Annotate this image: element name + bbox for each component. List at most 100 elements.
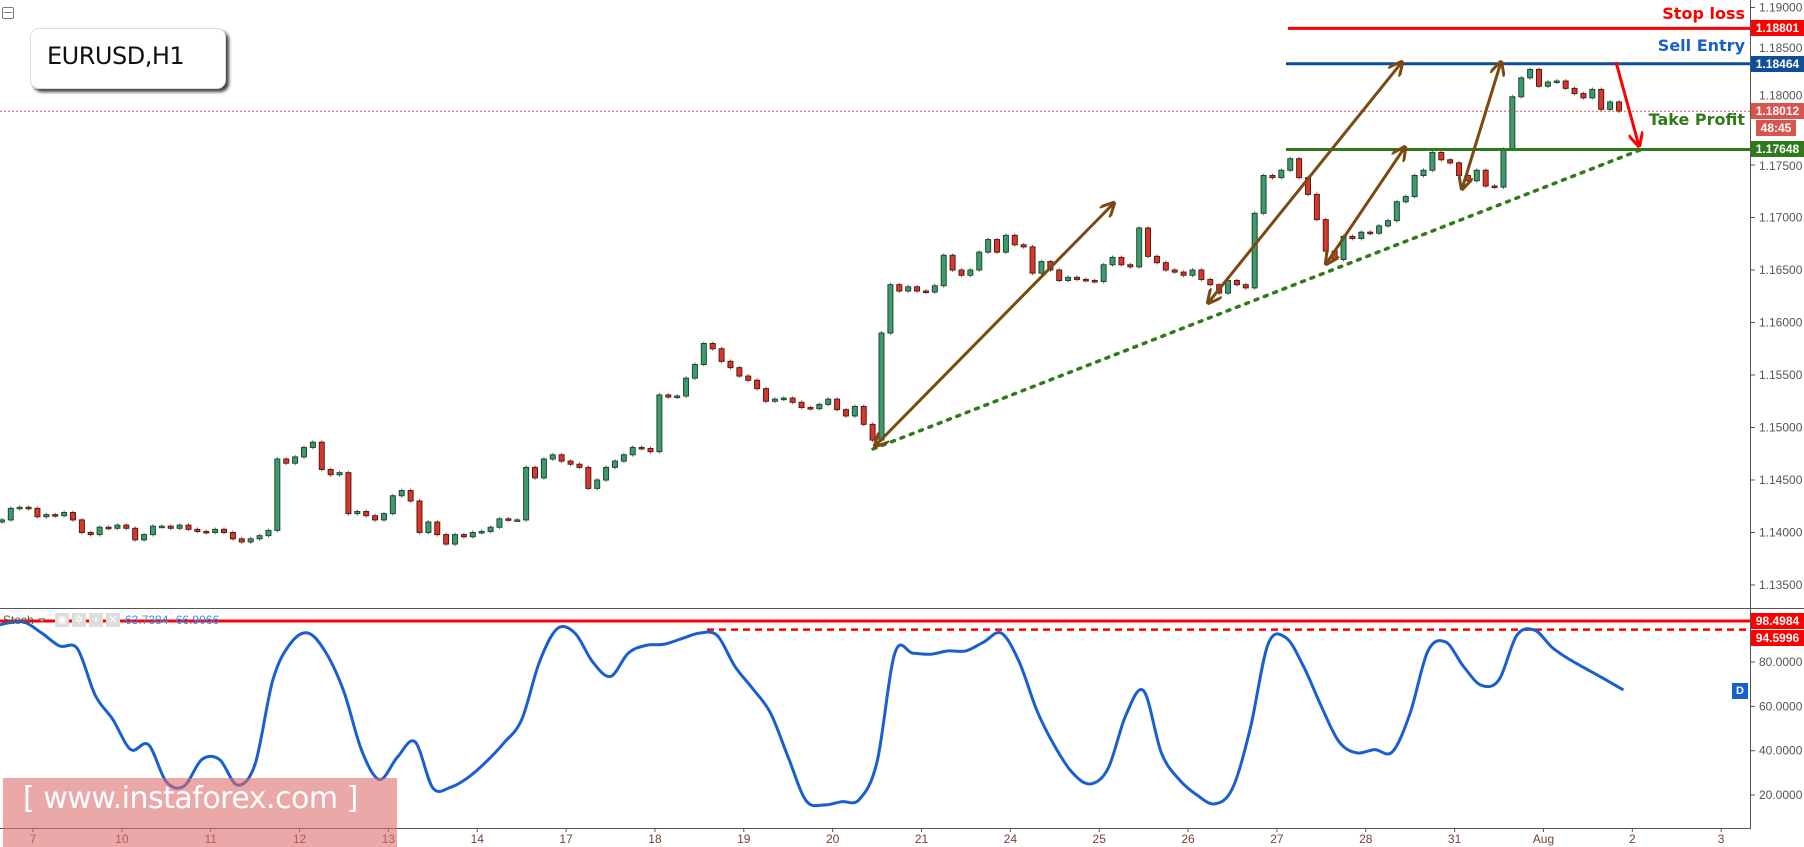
candle-body bbox=[505, 518, 512, 521]
price-axis[interactable]: 1.19000 1.18500 1.18000 1.17500 1.17000 1.165… bbox=[1750, 1, 1803, 593]
candle bbox=[674, 394, 681, 399]
candle bbox=[176, 523, 183, 531]
stoch-axis[interactable]: 80.0000 60.0000 40.0000 20.0000 bbox=[1750, 655, 1803, 802]
candle bbox=[1153, 254, 1160, 265]
candle bbox=[1553, 79, 1560, 84]
candle-body bbox=[1384, 220, 1391, 227]
candle bbox=[985, 237, 992, 255]
candle bbox=[1358, 230, 1365, 241]
candle-body bbox=[1020, 244, 1027, 248]
candle-body bbox=[1518, 77, 1525, 98]
candle-body bbox=[1011, 234, 1018, 246]
time-tick-label: 27 bbox=[1270, 832, 1284, 846]
candle bbox=[1544, 80, 1551, 89]
candle-body bbox=[958, 269, 965, 276]
candle bbox=[1082, 277, 1089, 283]
candle bbox=[425, 520, 432, 535]
candle-body bbox=[887, 284, 894, 334]
candle bbox=[43, 512, 50, 519]
candle bbox=[1242, 282, 1249, 290]
candle-body bbox=[1002, 234, 1009, 253]
candle bbox=[887, 282, 894, 335]
candle bbox=[807, 405, 814, 411]
gear-icon[interactable]: ✲ bbox=[72, 613, 86, 627]
candle-body bbox=[1589, 88, 1596, 99]
candle-body bbox=[221, 528, 228, 533]
sell-target-arrow[interactable] bbox=[1614, 61, 1639, 146]
candle-body bbox=[1198, 269, 1205, 280]
candle-body bbox=[683, 377, 690, 397]
projection-arrow[interactable] bbox=[1462, 62, 1501, 189]
candle-body bbox=[69, 512, 76, 521]
candle bbox=[274, 457, 281, 533]
candle-body bbox=[1145, 227, 1152, 257]
candle bbox=[736, 365, 743, 378]
stop-loss-label: Stop loss bbox=[1662, 4, 1745, 23]
candle bbox=[478, 529, 485, 535]
eye-icon[interactable]: ◉ bbox=[55, 613, 69, 627]
candle bbox=[727, 359, 734, 370]
close-icon[interactable]: ✕ bbox=[106, 613, 120, 627]
collapse-icon[interactable] bbox=[2, 7, 14, 19]
candle bbox=[860, 404, 867, 427]
candle bbox=[763, 386, 770, 404]
candle bbox=[1136, 226, 1143, 269]
candle bbox=[25, 505, 32, 511]
candle bbox=[1065, 275, 1072, 283]
candle-body bbox=[185, 524, 192, 530]
candle-body bbox=[327, 469, 334, 476]
candle-body bbox=[869, 423, 876, 441]
projection-arrow[interactable] bbox=[875, 203, 1114, 446]
candle bbox=[1269, 173, 1276, 180]
plus-icon[interactable]: + bbox=[89, 613, 103, 627]
candle-body bbox=[1420, 169, 1427, 176]
candle bbox=[1180, 270, 1187, 278]
candle-body bbox=[132, 527, 139, 541]
candle-body bbox=[1411, 175, 1418, 197]
candle-body bbox=[1118, 256, 1125, 266]
chevron-down-icon[interactable] bbox=[38, 618, 46, 622]
candle-body bbox=[1313, 193, 1320, 221]
candle bbox=[141, 532, 148, 542]
candle bbox=[647, 446, 654, 454]
time-tick-label: 24 bbox=[1004, 832, 1018, 846]
candle-body bbox=[1189, 269, 1196, 276]
candle-body bbox=[1153, 255, 1160, 264]
candle-body bbox=[1180, 271, 1187, 276]
candle bbox=[1260, 173, 1267, 216]
candle-body bbox=[1447, 159, 1454, 164]
candle-body bbox=[718, 348, 725, 362]
candle-body bbox=[1615, 101, 1622, 112]
candle bbox=[620, 452, 627, 463]
candle-body bbox=[629, 446, 636, 456]
candle-body bbox=[1571, 87, 1578, 95]
candle bbox=[1127, 262, 1134, 269]
candle-body bbox=[1376, 225, 1383, 234]
candle-body bbox=[61, 512, 68, 517]
price-tick-label: 1.19000 bbox=[1759, 1, 1803, 15]
candle bbox=[1020, 242, 1027, 249]
projection-arrow[interactable] bbox=[1326, 147, 1405, 264]
candle bbox=[1393, 199, 1400, 223]
candle-body bbox=[1242, 284, 1249, 289]
candle bbox=[540, 457, 547, 480]
candle bbox=[496, 516, 503, 530]
candle-body bbox=[834, 398, 841, 411]
candle-body bbox=[496, 518, 503, 528]
candle bbox=[327, 467, 334, 477]
candle-body bbox=[0, 519, 5, 523]
candle bbox=[834, 397, 841, 412]
candle bbox=[1349, 234, 1356, 241]
candle-body bbox=[691, 364, 698, 379]
candle bbox=[443, 532, 450, 546]
candle-body bbox=[1171, 269, 1178, 273]
candle-body bbox=[940, 254, 947, 287]
candle bbox=[709, 341, 716, 351]
support-trendline[interactable] bbox=[871, 148, 1642, 451]
projection-arrow[interactable] bbox=[1208, 62, 1402, 303]
stoch-indicator-name[interactable]: Stoch bbox=[3, 613, 34, 627]
stoch-d-badge[interactable]: D bbox=[1732, 683, 1748, 699]
candle-body bbox=[1136, 227, 1143, 268]
candle-body bbox=[318, 441, 325, 471]
